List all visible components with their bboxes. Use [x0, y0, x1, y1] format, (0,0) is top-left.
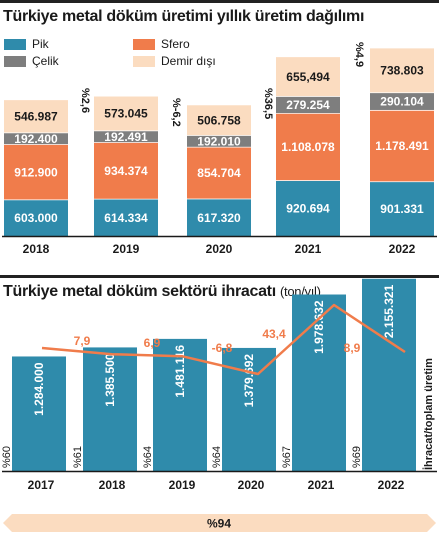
- bar-segment-demir-disi-2022: [370, 47, 434, 93]
- export-value-label-2021: 1.978.632: [312, 300, 326, 354]
- legend-label-demir-disi: Demir dışı: [161, 54, 216, 68]
- bar-segment-celik-2022: [370, 92, 434, 110]
- chart1-title: Türkiye metal döküm üretimi yıllık üreti…: [3, 8, 365, 25]
- export-bar-2017: [12, 356, 66, 471]
- bar-label-pik-2020: 617.320: [197, 211, 241, 225]
- legend-swatch-pik: [4, 38, 26, 50]
- growth-annotation-4: %4,9: [353, 42, 365, 67]
- growth-annotation-3: %36,5: [262, 88, 274, 119]
- export-value-label-2020: 1.379.692: [242, 354, 256, 408]
- export-share-label-2019: %64: [142, 446, 154, 468]
- growth-annotation-1: %2,6: [79, 88, 91, 113]
- legend-swatch-celik: [4, 55, 26, 67]
- x-tick-label-2020: 2020: [238, 478, 265, 492]
- export-bar-2018: [83, 347, 137, 471]
- bar-segment-pik-2020: [187, 198, 251, 236]
- total-growth-band: [3, 514, 436, 532]
- legend-swatch-sfero: [133, 38, 155, 50]
- bar-segment-pik-2021: [276, 180, 340, 236]
- bar-label-celik-2022: 290.104: [380, 95, 424, 109]
- bar-label-sfero-2018: 912.900: [14, 165, 58, 179]
- legend-item-celik: Çelik: [4, 54, 59, 68]
- export-bar-2022: [362, 278, 416, 471]
- bar-segment-celik-2020: [187, 135, 251, 147]
- bar-label-celik-2020: 192.010: [197, 134, 241, 148]
- bar-label-celik-2019: 192.491: [104, 130, 148, 144]
- bar-segment-demir-disi-2018: [4, 99, 68, 133]
- x-tick-label-2020: 2020: [206, 242, 233, 256]
- bar-label-pik-2019: 614.334: [104, 211, 148, 225]
- bar-label-demir-disi-2020: 506.758: [197, 113, 241, 127]
- bar-segment-demir-disi-2020: [187, 104, 251, 136]
- bar-segment-pik-2019: [94, 198, 158, 236]
- bar-segment-sfero-2021: [276, 113, 340, 181]
- bar-label-sfero-2022: 1.178.491: [375, 139, 429, 153]
- chart1-top-rule: [0, 0, 439, 3]
- bar-segment-celik-2018: [4, 132, 68, 145]
- x-tick-label-2019: 2019: [113, 242, 140, 256]
- bar-label-celik-2018: 192.400: [14, 132, 58, 146]
- export-share-label-2020: %64: [211, 446, 223, 468]
- growth-line: [41, 303, 406, 376]
- total-growth-label: %94: [207, 517, 231, 531]
- bar-label-celik-2021: 279.254: [286, 98, 330, 112]
- x-tick-label-2021: 2021: [295, 242, 322, 256]
- bar-label-demir-disi-2019: 573.045: [104, 107, 148, 121]
- legend-label-celik: Çelik: [32, 54, 59, 68]
- growth-annotation-2: %-6,2: [170, 98, 182, 127]
- export-value-label-2019: 1.481.116: [173, 345, 187, 398]
- export-value-label-2018: 1.385.500: [103, 353, 117, 407]
- legend-label-sfero: Sfero: [161, 37, 190, 51]
- x-tick-label-2017: 2017: [28, 478, 55, 492]
- export-share-label-2017: %60: [1, 446, 13, 468]
- growth-label-3: -6,8: [212, 341, 233, 355]
- legend-item-demir-disi: Demir dışı: [133, 54, 216, 68]
- growth-label-2: 6,9: [144, 336, 161, 350]
- bar-segment-sfero-2018: [4, 144, 68, 200]
- bar-segment-pik-2018: [4, 199, 68, 236]
- bar-label-pik-2022: 901.331: [380, 202, 424, 216]
- x-tick-label-2018: 2018: [23, 242, 50, 256]
- chart2-top-rule: [0, 275, 439, 278]
- bar-segment-sfero-2019: [94, 142, 158, 199]
- legend-swatch-demir-disi: [133, 55, 155, 67]
- x-tick-label-2021: 2021: [308, 478, 335, 492]
- x-tick-label-2019: 2019: [169, 478, 196, 492]
- export-share-label-2021: %67: [281, 446, 293, 468]
- bar-label-pik-2018: 603.000: [14, 211, 58, 225]
- bar-label-pik-2021: 920.694: [286, 202, 330, 216]
- growth-label-1: 7,9: [74, 334, 91, 348]
- bar-segment-sfero-2022: [370, 109, 434, 182]
- legend-label-pik: Pik: [32, 37, 49, 51]
- legend-item-sfero: Sfero: [133, 37, 190, 51]
- growth-label-4: 43,4: [262, 327, 286, 341]
- bar-label-sfero-2020: 854.704: [197, 166, 241, 180]
- x-tick-label-2022: 2022: [378, 478, 405, 492]
- export-share-axis-label: İhracat/toplam üretim: [422, 358, 435, 470]
- x-tick-label-2022: 2022: [389, 242, 416, 256]
- bar-segment-pik-2022: [370, 181, 434, 236]
- bar-label-sfero-2021: 1.108.078: [281, 140, 335, 154]
- bar-label-demir-disi-2022: 738.803: [380, 63, 424, 77]
- export-value-label-2017: 1.284.000: [32, 362, 46, 416]
- export-bar-2021: [292, 294, 346, 471]
- bar-label-demir-disi-2021: 655,494: [286, 70, 330, 84]
- bar-segment-celik-2019: [94, 130, 158, 143]
- export-value-label-2022: 2.155.321: [382, 284, 396, 338]
- x-tick-label-2018: 2018: [99, 478, 126, 492]
- legend-item-pik: Pik: [4, 37, 49, 51]
- bar-segment-demir-disi-2019: [94, 95, 158, 131]
- bar-label-sfero-2019: 934.374: [104, 164, 148, 178]
- export-share-label-2022: %69: [351, 446, 363, 468]
- export-share-label-2018: %61: [72, 446, 84, 468]
- production-stacked-bar-chart: 603.000 912.900 192.400 546.987 2018 614.334 9…: [2, 42, 437, 256]
- growth-label-5: 8,9: [344, 341, 361, 355]
- bar-segment-celik-2021: [276, 96, 340, 114]
- bar-segment-sfero-2020: [187, 146, 251, 199]
- bar-segment-demir-disi-2021: [276, 56, 340, 97]
- bar-label-demir-disi-2018: 546.987: [14, 109, 58, 123]
- chart2-title-text: Türkiye metal döküm sektörü ihracatı: [3, 283, 276, 300]
